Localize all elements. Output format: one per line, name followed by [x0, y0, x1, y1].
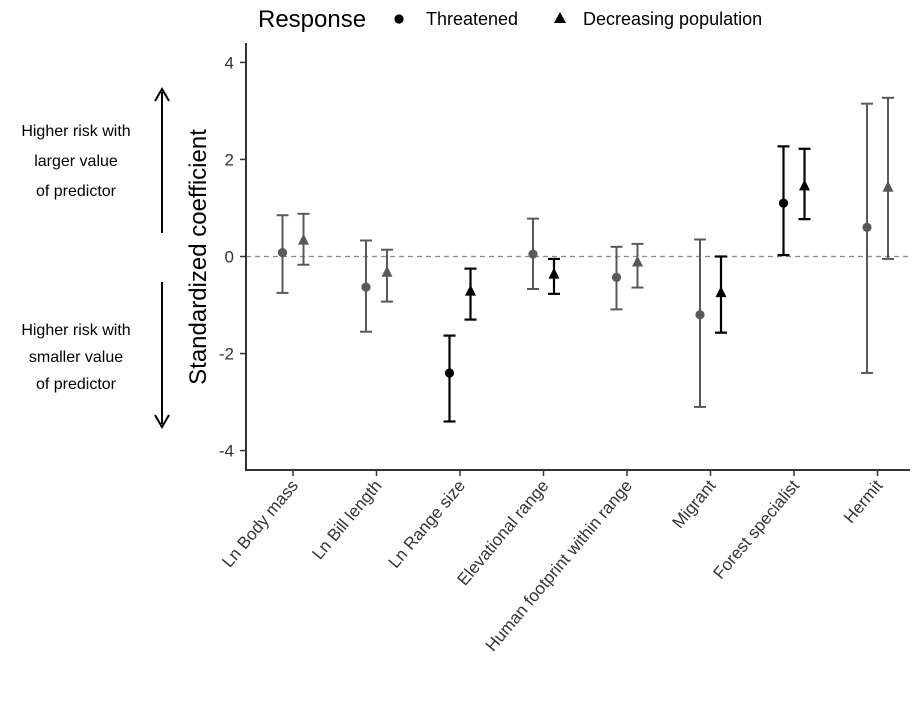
point-triangle — [632, 255, 643, 267]
annotation-text: of predictor — [36, 183, 117, 200]
annotation-text: larger value — [34, 153, 118, 170]
point-triangle — [381, 265, 393, 277]
y-tick-label: -4 — [219, 442, 234, 461]
y-tick-label: 0 — [225, 248, 234, 267]
annotation-text: Higher risk with — [21, 322, 130, 339]
legend-label: Threatened — [426, 9, 518, 29]
legend-marker-triangle — [554, 12, 566, 23]
point-circle — [528, 249, 538, 259]
point-circle — [862, 222, 872, 232]
point-triangle — [298, 233, 309, 245]
point-triangle — [715, 286, 727, 298]
point-triangle — [799, 179, 810, 191]
y-ticks: -4 -2 0 2 4 — [219, 53, 246, 461]
y-tick-label: -2 — [219, 345, 234, 364]
annotation-text: of predictor — [36, 376, 117, 393]
series-layer — [276, 96, 894, 423]
point-circle — [277, 248, 288, 258]
annotation-text: smaller value — [29, 349, 123, 366]
annotation-text: Higher risk with — [21, 123, 130, 140]
risk-annotations: Higher risk with larger value of predictor… — [21, 87, 170, 429]
series-decreasing-population — [297, 96, 894, 334]
point-circle — [778, 198, 789, 208]
legend: Response Threatened Decreasing population — [258, 6, 762, 33]
point-triangle — [548, 267, 560, 279]
point-triangle — [465, 284, 476, 296]
legend-title: Response — [258, 6, 366, 33]
point-circle — [444, 368, 455, 378]
point-triangle — [882, 180, 894, 192]
legend-label: Decreasing population — [583, 9, 762, 29]
arrow-down-head — [154, 414, 170, 429]
series-threatened — [276, 102, 873, 423]
y-axis-title: Standardized coefficient — [185, 129, 212, 385]
legend-marker-circle — [394, 14, 404, 24]
y-tick-label: 4 — [225, 53, 234, 72]
legend-entries: Threatened Decreasing population — [394, 9, 762, 29]
point-circle — [695, 310, 705, 320]
point-circle — [611, 272, 622, 282]
point-circle — [361, 282, 371, 292]
y-tick-label: 2 — [225, 150, 234, 169]
arrow-up-head — [154, 87, 170, 102]
